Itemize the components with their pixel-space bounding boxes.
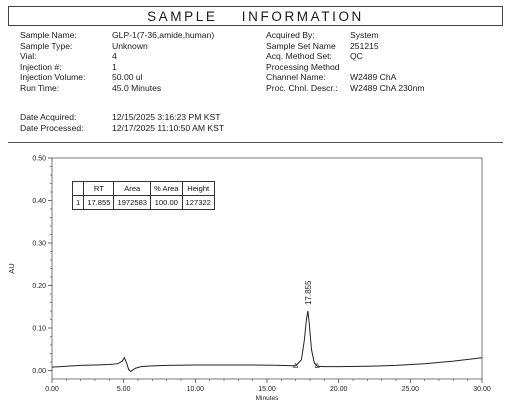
section-title: SAMPLE INFORMATION [147, 8, 364, 24]
y-tick-label: 0.50 [32, 156, 46, 163]
info-value: System [350, 30, 379, 40]
info-row: Vial: 4 [20, 51, 214, 62]
info-label: Sample Name: [20, 30, 77, 40]
peak-table-cell: 127322 [181, 195, 215, 210]
info-right: Acquired By: System Sample Set Name 2512… [266, 30, 425, 94]
info-dates: Date Acquired: 12/15/2025 3:16:23 PM KST… [20, 112, 224, 133]
info-value: W2489 ChA 230nm [350, 82, 425, 93]
y-axis-label: AU [7, 263, 16, 273]
info-value: 1 [112, 61, 117, 72]
peak-table-header-row: RT Area % Area Height [71, 181, 215, 196]
info-row: Date Acquired: 12/15/2025 3:16:23 PM KST [20, 112, 224, 123]
info-row: Sample Name: GLP-1(7-36,amide,human) [20, 30, 214, 41]
y-tick-label: 0.00 [32, 368, 46, 375]
info-label: Channel Name: [266, 72, 326, 83]
info-value: QC [350, 51, 363, 62]
info-label: Date Acquired: [20, 112, 77, 122]
info-label: Injection Volume: [20, 72, 86, 83]
peak-table-header [71, 181, 85, 196]
info-value: W2489 ChA [350, 72, 397, 83]
info-row: Sample Set Name 251215 [266, 41, 425, 52]
info-row: Processing Method [266, 62, 425, 73]
peak-table-header: Height [181, 181, 215, 196]
table-row: 1 17.855 1972583 100.00 127322 [71, 195, 215, 210]
integration-mark [292, 362, 299, 368]
info-row: Acq. Method Set: QC [266, 51, 425, 62]
integration-mark [314, 362, 320, 368]
info-label: Date Processed: [20, 122, 84, 133]
x-tick-label: 30.00 [473, 386, 491, 393]
peak-table-cell: 1972583 [113, 195, 152, 210]
info-row: Injection #: 1 [20, 62, 214, 73]
info-label: Vial: [20, 51, 37, 62]
info-value: 12/15/2025 3:16:23 PM KST [112, 112, 221, 122]
info-row: Injection Volume: 50.00 ul [20, 72, 214, 83]
y-tick-label: 0.40 [32, 198, 46, 205]
y-tick-label: 0.30 [32, 241, 46, 248]
peak-table-cell: 1 [71, 195, 85, 210]
info-left: Sample Name: GLP-1(7-36,amide,human) Sam… [20, 30, 214, 94]
x-tick-label: 20.00 [330, 386, 348, 393]
x-axis-label: Minutes [256, 395, 280, 402]
info-row: Run Time: 45.0 Minutes [20, 83, 214, 94]
info-label: Sample Type: [20, 40, 73, 51]
y-tick-label: 0.20 [32, 283, 46, 290]
info-row: Sample Type: Unknown [20, 41, 214, 52]
x-tick-label: 10.00 [187, 386, 205, 393]
info-row: Date Processed: 12/17/2025 11:10:50 AM K… [20, 123, 224, 134]
info-label: Acq. Method Set: [266, 51, 332, 62]
info-value: 251215 [350, 40, 379, 51]
info-row: Proc. Chnl. Descr.: W2489 ChA 230nm [266, 83, 425, 94]
info-row: Channel Name: W2489 ChA [266, 72, 425, 83]
info-label: Acquired By: [266, 30, 315, 40]
x-tick-label: 5.00 [117, 386, 131, 393]
section-divider [8, 142, 503, 143]
peak-table-header: RT [83, 181, 115, 196]
y-tick-label: 0.10 [32, 326, 46, 333]
peak-label: 17.855 [304, 280, 313, 305]
info-row: Acquired By: System [266, 30, 425, 41]
chromatogram-chart: 0.00 0.10 0.20 0.30 0.40 0.50 0.00 5.00 10.00 15.… [7, 156, 491, 403]
peak-table-cell: 17.855 [83, 195, 115, 210]
section-header: SAMPLE INFORMATION [8, 6, 503, 26]
info-value: 50.00 ul [112, 72, 143, 83]
info-value: 45.0 Minutes [112, 82, 162, 93]
x-tick-label: 0.00 [45, 386, 59, 393]
info-value: 12/17/2025 11:10:50 AM KST [112, 122, 225, 133]
peak-table-header: Area [113, 181, 152, 196]
peak-table-cell: 100.00 [150, 195, 183, 210]
x-tick-label: 25.00 [402, 386, 420, 393]
info-value: GLP-1(7-36,amide,human) [112, 30, 215, 40]
info-label: Processing Method [266, 61, 340, 72]
info-label: Proc. Chnl. Descr.: [266, 82, 338, 93]
info-label: Sample Set Name [266, 40, 336, 51]
chromatogram-trace [51, 310, 483, 372]
info-value: 4 [112, 51, 117, 62]
info-value: Unknown [112, 40, 148, 51]
info-label: Injection #: [20, 61, 62, 72]
x-tick-label: 15.00 [258, 386, 276, 393]
info-label: Run Time: [20, 82, 60, 93]
peak-table: RT Area % Area Height 1 17.855 1972583 1… [71, 181, 215, 210]
peak-table-header: % Area [150, 181, 183, 196]
